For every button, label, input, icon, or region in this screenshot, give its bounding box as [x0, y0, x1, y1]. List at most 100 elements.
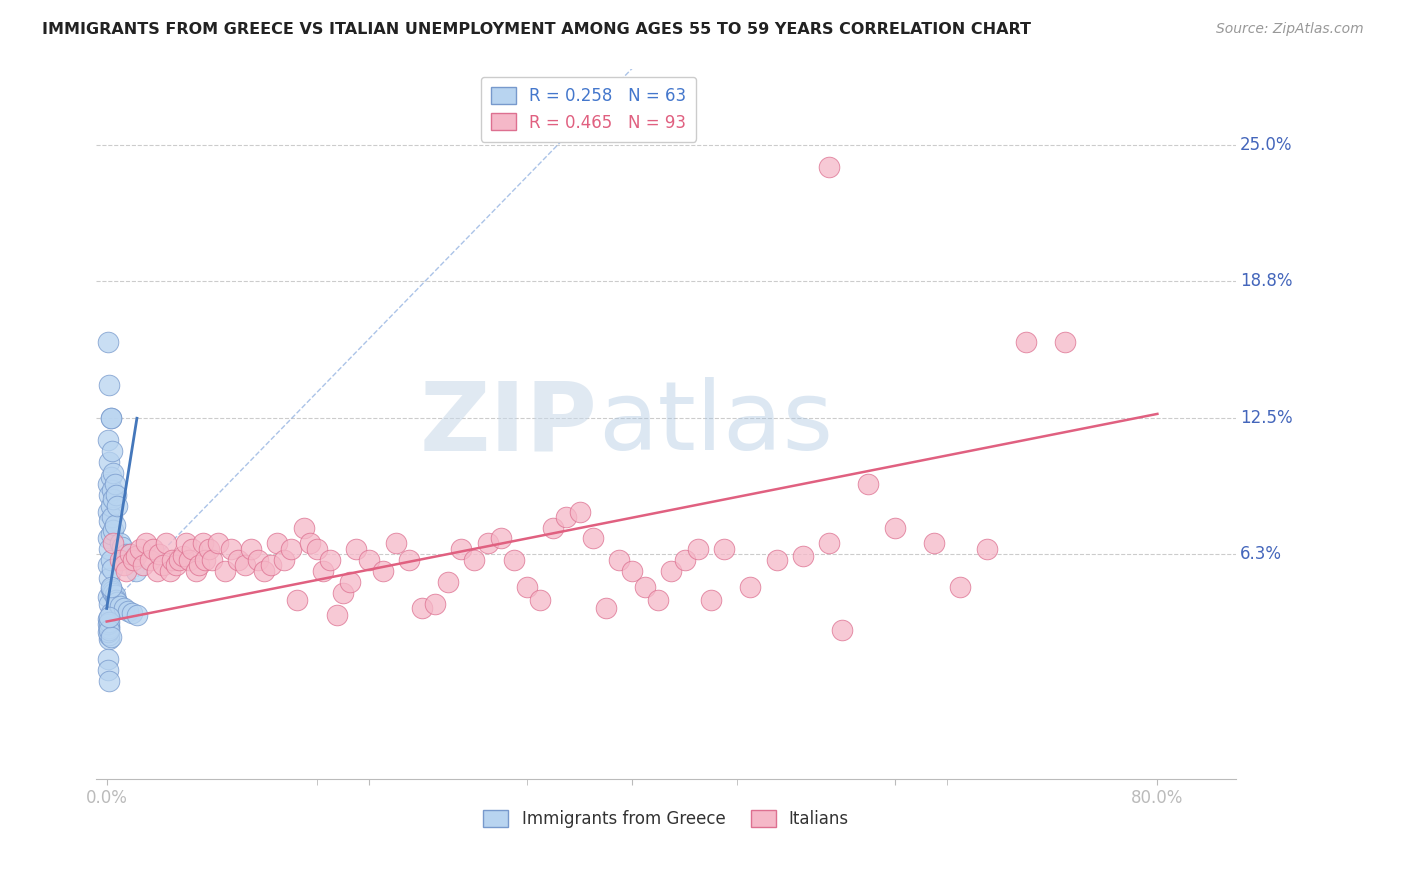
Point: [740, 580, 762, 594]
Point: [142, 542, 165, 557]
Point: [240, 542, 263, 557]
Point: [104, 592, 127, 607]
Point: [312, 564, 335, 578]
Point: [529, 592, 551, 607]
Point: [103, 492, 125, 507]
Point: [100, 499, 122, 513]
Text: 12.5%: 12.5%: [1240, 409, 1292, 427]
Point: [98, 624, 121, 638]
Point: [246, 553, 269, 567]
Point: [226, 553, 249, 567]
Point: [145, 564, 167, 578]
Point: [108, 599, 131, 614]
Point: [516, 580, 538, 594]
Point: [647, 592, 669, 607]
Point: [111, 540, 134, 554]
Point: [305, 542, 328, 557]
Point: [165, 558, 187, 572]
Point: [167, 553, 190, 567]
Point: [97, 625, 120, 640]
Point: [115, 547, 138, 561]
Point: [172, 549, 194, 563]
Point: [634, 580, 657, 594]
Point: [97, 616, 120, 631]
Point: [103, 586, 125, 600]
Point: [831, 624, 853, 638]
Point: [221, 542, 243, 557]
Point: [97, 476, 120, 491]
Point: [285, 592, 308, 607]
Point: [98, 542, 121, 557]
Point: [686, 542, 709, 557]
Point: [765, 553, 787, 567]
Point: [97, 591, 120, 605]
Point: [103, 523, 125, 537]
Point: [105, 499, 128, 513]
Point: [700, 592, 723, 607]
Point: [595, 601, 617, 615]
Point: [292, 520, 315, 534]
Point: [100, 630, 122, 644]
Point: [97, 505, 120, 519]
Point: [477, 536, 499, 550]
Point: [423, 597, 446, 611]
Point: [332, 586, 354, 600]
Point: [214, 564, 236, 578]
Point: [319, 553, 342, 567]
Point: [398, 553, 420, 567]
Point: [489, 532, 512, 546]
Point: [792, 549, 814, 563]
Point: [621, 564, 644, 578]
Point: [97, 651, 120, 665]
Point: [661, 564, 683, 578]
Point: [97, 663, 120, 677]
Point: [98, 455, 121, 469]
Text: 18.8%: 18.8%: [1240, 271, 1292, 290]
Text: 25.0%: 25.0%: [1240, 136, 1292, 154]
Point: [98, 378, 121, 392]
Point: [555, 509, 578, 524]
Point: [233, 558, 256, 572]
Point: [299, 536, 322, 550]
Point: [502, 553, 524, 567]
Point: [115, 564, 138, 578]
Point: [103, 476, 125, 491]
Point: [97, 334, 120, 349]
Point: [100, 553, 122, 567]
Point: [108, 553, 131, 567]
Point: [97, 532, 120, 546]
Point: [883, 520, 905, 534]
Point: [103, 466, 125, 480]
Point: [607, 553, 630, 567]
Point: [159, 564, 181, 578]
Point: [100, 527, 122, 541]
Point: [112, 601, 135, 615]
Point: [198, 542, 221, 557]
Point: [100, 582, 122, 596]
Point: [100, 606, 122, 620]
Legend: Immigrants from Greece, Italians: Immigrants from Greece, Italians: [477, 803, 856, 835]
Point: [187, 558, 209, 572]
Point: [949, 580, 972, 594]
Point: [100, 580, 122, 594]
Point: [139, 553, 162, 567]
Point: [128, 542, 150, 557]
Point: [148, 547, 170, 561]
Point: [152, 558, 174, 572]
Point: [101, 444, 124, 458]
Point: [201, 553, 224, 567]
Point: [100, 470, 122, 484]
Point: [120, 547, 142, 561]
Point: [120, 547, 142, 561]
Point: [260, 558, 283, 572]
Point: [253, 564, 276, 578]
Point: [818, 536, 841, 550]
Point: [266, 536, 288, 550]
Point: [344, 542, 367, 557]
Point: [97, 612, 120, 626]
Point: [103, 588, 125, 602]
Point: [184, 564, 207, 578]
Point: [1015, 334, 1038, 349]
Point: [191, 536, 214, 550]
Point: [103, 536, 125, 550]
